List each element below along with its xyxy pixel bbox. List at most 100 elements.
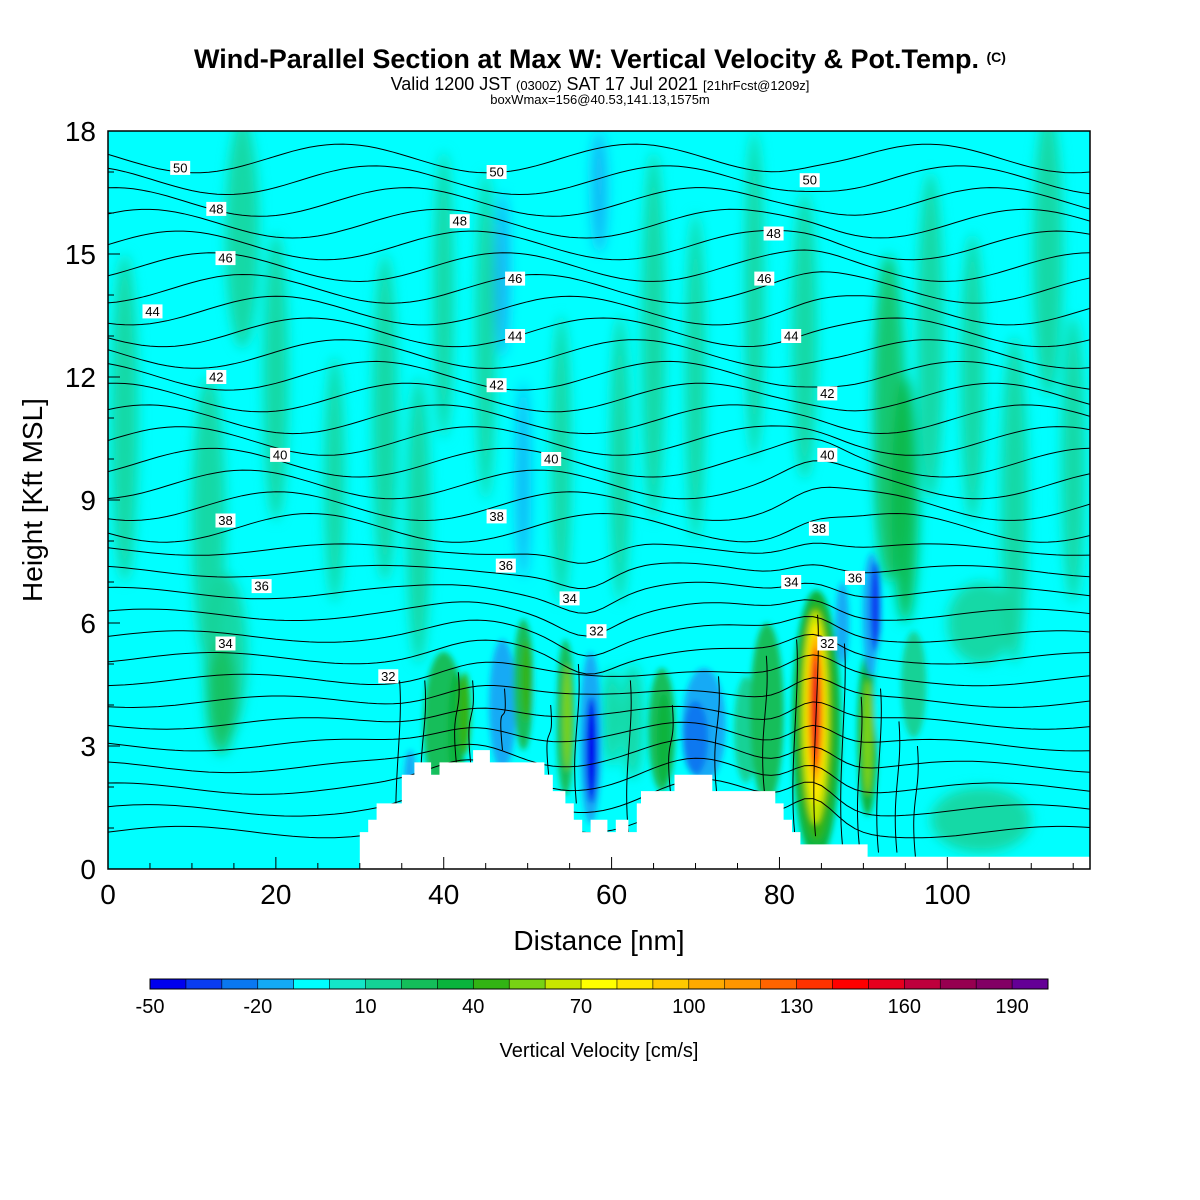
contour-labels: 50 48 46 44 42 40 38 36 34 32 50 48 46 44 42 40 38 36 34 32… (142, 160, 865, 684)
x-tick-label: 60 (596, 879, 627, 910)
theta-contour-steep (546, 704, 552, 775)
colorbar-swatch (365, 979, 402, 989)
contour-label: 40 (817, 447, 838, 462)
colorbar-swatch (185, 979, 223, 989)
colorbar-swatch (581, 979, 618, 989)
colorbar-swatch (473, 979, 510, 989)
theta-contour-steep (668, 704, 674, 792)
contour-label: 48 (449, 214, 470, 229)
colorbar-swatch (509, 979, 546, 989)
colorbar-tick-label: 130 (780, 996, 813, 1018)
theta-contour (108, 208, 1090, 239)
contour-label: 48 (206, 201, 227, 216)
theta-contour (108, 542, 1090, 564)
theta-contour (108, 633, 1090, 675)
contour-label: 44 (142, 304, 163, 319)
colorbar-swatch (688, 979, 726, 989)
svg-text:36: 36 (254, 579, 268, 594)
theta-contour-steep (454, 672, 460, 763)
contour-label: 50 (486, 165, 507, 180)
svg-text:42: 42 (209, 370, 223, 385)
contour-label: 34 (215, 636, 236, 651)
colorbar-tick-label: -50 (136, 996, 165, 1018)
colorbar-swatch (437, 979, 474, 989)
theta-contour-steep (714, 676, 720, 792)
y-tick-label: 9 (80, 485, 96, 516)
colorbar-swatch (832, 979, 869, 989)
theta-contour-steep (856, 696, 863, 845)
colorbar-swatch (1012, 979, 1049, 989)
theta-contour-steep (876, 688, 882, 853)
svg-text:34: 34 (218, 636, 232, 651)
svg-text:36: 36 (848, 570, 862, 585)
theta-contour (108, 165, 1090, 196)
colorbar-swatch (976, 979, 1013, 989)
svg-text:44: 44 (784, 329, 798, 344)
contour-label: 50 (799, 173, 820, 188)
contour-label: 34 (781, 575, 802, 590)
theta-contour (108, 654, 1090, 687)
theta-contour-steep (913, 745, 919, 857)
svg-text:32: 32 (589, 624, 603, 639)
theta-contour (108, 382, 1090, 413)
colorbar-swatch (724, 979, 762, 989)
theta-contour (108, 229, 1090, 261)
x-axis-label: Distance [nm] (513, 925, 684, 956)
contour-label: 46 (505, 271, 526, 286)
chart-subtitle: Valid 1200 JST (0300Z) SAT 17 Jul 2021 [… (390, 74, 810, 94)
contour-label: 42 (206, 370, 227, 385)
y-tick-label: 15 (65, 239, 96, 270)
theta-contour (108, 360, 1090, 391)
svg-text:32: 32 (820, 636, 834, 651)
x-tick-label: 20 (260, 879, 291, 910)
theta-contour-steep (500, 688, 506, 751)
terrain (108, 750, 1090, 869)
svg-text:38: 38 (812, 521, 826, 536)
contour-label: 38 (215, 513, 236, 528)
colorbar-swatch (257, 979, 295, 989)
theta-contour (108, 701, 1090, 730)
x-axis: 0 20 40 60 80 100 (100, 857, 1074, 910)
colorbar-swatch (652, 979, 690, 989)
theta-contour (108, 187, 1090, 217)
colorbar-swatch (293, 979, 331, 989)
svg-text:34: 34 (562, 591, 576, 606)
theta-contour (108, 460, 1090, 500)
colorbar-label: Vertical Velocity [cm/s] (500, 1040, 699, 1062)
y-axis: 0 3 6 9 12 15 18 (65, 116, 120, 885)
svg-text:50: 50 (173, 160, 187, 175)
x-tick-label: 80 (764, 879, 795, 910)
svg-text:48: 48 (766, 226, 780, 241)
theta-contour (108, 486, 1090, 522)
contour-label: 46 (754, 271, 775, 286)
contour-label: 36 (251, 579, 272, 594)
theta-contour (108, 581, 1090, 614)
chart-boxwmax: boxWmax=156@40.53,141.13,1575m (490, 92, 710, 107)
colorbar-tick-label: 190 (995, 996, 1028, 1018)
x-tick-label: 0 (100, 879, 116, 910)
contour-label: 34 (559, 591, 580, 606)
contour-label: 48 (763, 226, 784, 241)
theta-contour-steep (762, 655, 768, 792)
colorbar: -50 -20 10 40 70 100 130 160 190 (136, 978, 1049, 1018)
theta-contour-steep (626, 680, 632, 833)
theta-contour (108, 404, 1090, 435)
theta-contour (108, 775, 1090, 817)
svg-text:42: 42 (820, 386, 834, 401)
svg-text:34: 34 (784, 575, 798, 590)
contour-label: 42 (486, 378, 507, 393)
colorbar-tick-label: 70 (570, 996, 592, 1018)
theta-contour (108, 757, 1090, 795)
colorbar-swatch (904, 979, 941, 989)
svg-text:36: 36 (499, 558, 513, 573)
svg-text:40: 40 (273, 447, 287, 462)
contour-label: 40 (270, 447, 291, 462)
theta-contour-steep (468, 680, 474, 763)
colorbar-tick-label: 160 (888, 996, 921, 1018)
svg-text:46: 46 (218, 251, 232, 266)
colorbar-swatch (329, 979, 367, 989)
contour-label: 50 (170, 160, 191, 175)
contour-label: 32 (378, 669, 399, 684)
svg-text:32: 32 (381, 669, 395, 684)
